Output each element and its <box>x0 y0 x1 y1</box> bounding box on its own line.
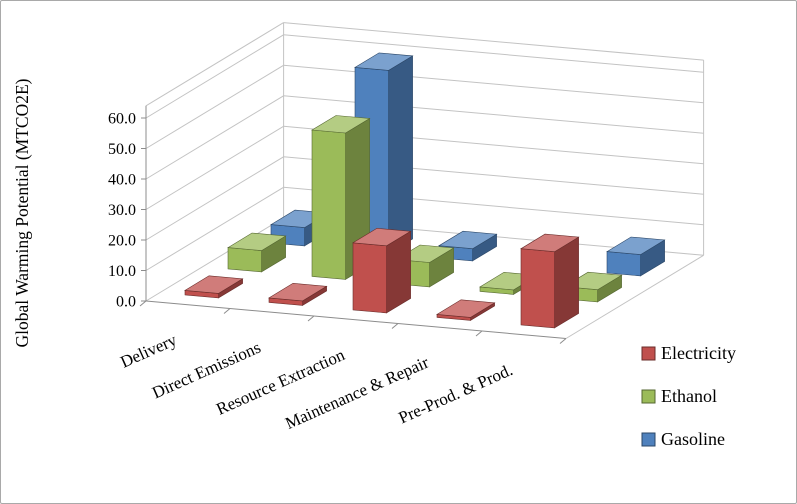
bar-face-front <box>352 242 387 314</box>
y-axis-title: Global Warming Potential (MTCO2E) <box>12 78 32 347</box>
y-tick-label-30.0: 30.0 <box>108 202 136 219</box>
bar-face-front <box>227 247 262 273</box>
y-tick-label-60.0: 60.0 <box>108 110 136 127</box>
legend-item-gasoline: Gasoline <box>641 429 725 449</box>
y-tick-label-20.0: 20.0 <box>108 232 136 249</box>
y-tick-label-40.0: 40.0 <box>108 171 136 188</box>
legend-item-ethanol: Ethanol <box>641 386 717 406</box>
bar-face-top <box>227 232 287 251</box>
chart-bars <box>184 52 666 329</box>
x-tick <box>139 300 147 307</box>
gridline-y-50 <box>145 64 704 149</box>
wall-edge-top-back <box>283 22 704 61</box>
bar-face-front <box>606 251 641 277</box>
chart-walls-and-gridlines <box>145 22 705 339</box>
bar-electricity-resource-extraction <box>352 227 412 314</box>
bar-face-top <box>311 115 371 134</box>
x-axis-line <box>145 300 567 339</box>
legend-label-ethanol: Ethanol <box>661 386 717 406</box>
bar-electricity-direct-emissions <box>268 282 328 306</box>
legend-swatch-electricity <box>641 346 656 361</box>
legend: Electricity Ethanol Gasoline <box>641 343 736 449</box>
x-tick <box>307 315 315 322</box>
legend-swatch-gasoline <box>641 432 656 447</box>
wall-edge-top-left <box>145 22 284 107</box>
bar-face-side <box>554 236 579 329</box>
x-tick <box>559 338 567 344</box>
bar-face-side <box>388 55 413 254</box>
gridline-y-40 <box>145 95 704 180</box>
bar-electricity-delivery <box>184 275 244 299</box>
bar-face-top <box>606 236 666 255</box>
floor-edge-right <box>565 254 704 339</box>
bar-face-top <box>354 52 414 71</box>
bar-face-front <box>520 248 555 329</box>
bar-face-front <box>311 129 346 280</box>
y-tick-label-10.0: 10.0 <box>108 263 136 280</box>
gridline-y-60 <box>145 34 704 119</box>
legend-item-electricity: Electricity <box>641 343 736 363</box>
bar-face-top <box>268 282 328 302</box>
bar-ethanol-delivery <box>227 232 287 273</box>
gridline-y-20 <box>145 156 704 241</box>
x-tick <box>475 330 483 337</box>
y-axis: 0.0 10.0 20.0 30.0 40.0 50.0 60.0 <box>108 105 147 310</box>
bar-face-top <box>438 230 498 250</box>
legend-swatch-ethanol <box>641 389 656 404</box>
x-tick <box>223 308 231 314</box>
x-tick <box>391 323 399 329</box>
y-tick-label-0.0: 0.0 <box>116 293 136 310</box>
bar-face-top <box>520 233 580 253</box>
bar-gasoline-direct-emissions <box>354 52 414 254</box>
gridline-y-30 <box>145 125 704 210</box>
category-label-delivery: Delivery <box>117 330 180 372</box>
legend-label-electricity: Electricity <box>661 343 736 363</box>
bar-face-top <box>184 275 244 294</box>
legend-label-gasoline: Gasoline <box>661 429 725 449</box>
y-tick-label-50.0: 50.0 <box>108 141 136 158</box>
bar-face-top <box>352 227 412 247</box>
bar-electricity-pre-prod-prod <box>520 233 580 329</box>
bar-gasoline-pre-prod-prod <box>606 236 666 277</box>
bar-face-top <box>436 299 496 318</box>
bar-electricity-maintenance-repair <box>436 299 496 321</box>
